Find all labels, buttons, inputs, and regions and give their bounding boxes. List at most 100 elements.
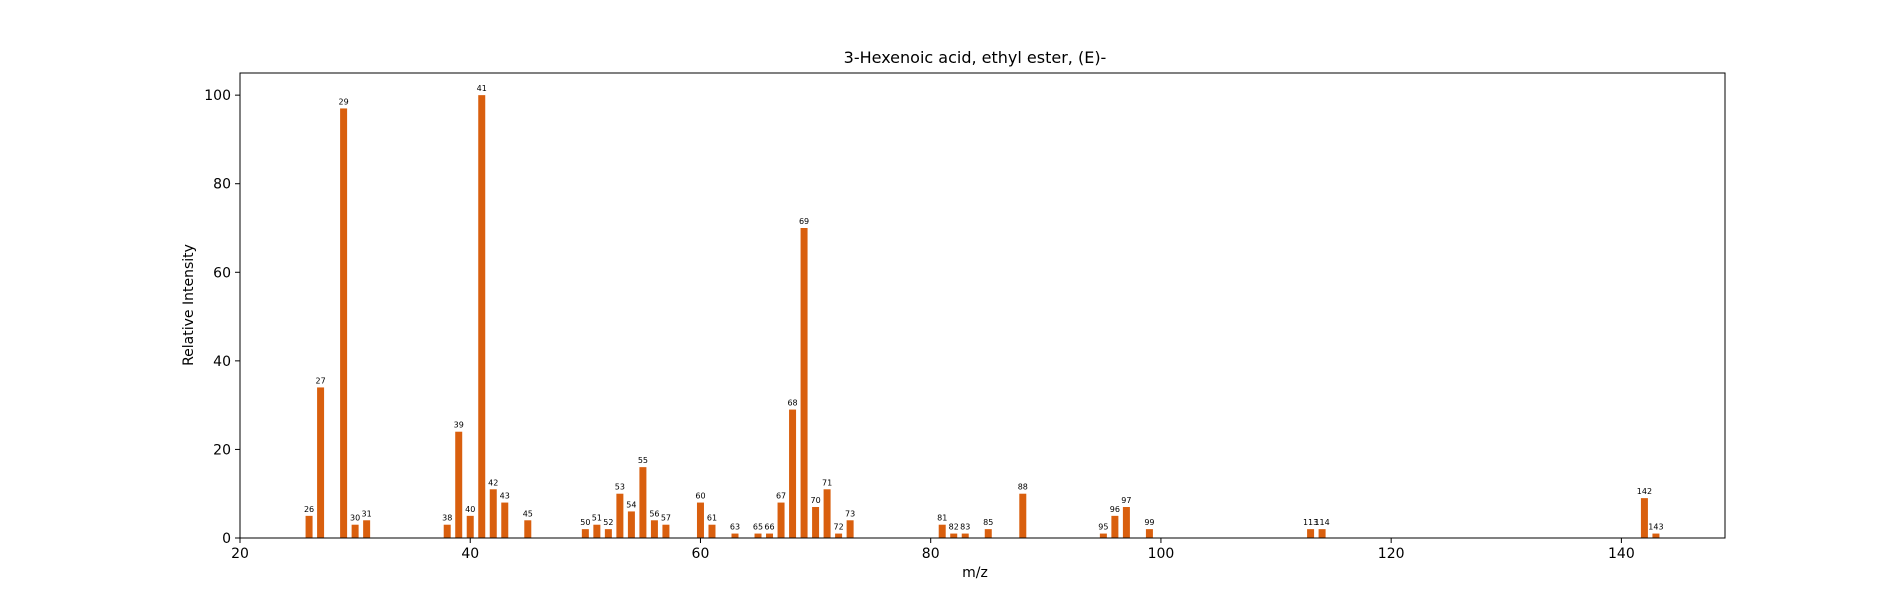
bar-mz-114 (1318, 529, 1326, 538)
y-tick-label: 100 (204, 88, 231, 104)
y-axis-ticks: 0 20 40 60 80 100 (204, 88, 240, 547)
bar-mz-55 (639, 467, 647, 538)
bar-label-mz-99: 99 (1144, 518, 1154, 527)
bar-label-mz-96: 96 (1110, 505, 1120, 514)
bar-mz-82 (950, 533, 958, 538)
x-axis-label: m/z (962, 565, 988, 581)
bar-label-mz-43: 43 (500, 492, 510, 501)
bar-mz-88 (1019, 493, 1027, 538)
bar-label-mz-57: 57 (661, 514, 671, 523)
bar-label-mz-54: 54 (626, 500, 636, 509)
bar-label-mz-83: 83 (960, 523, 970, 532)
bar-label-mz-70: 70 (810, 496, 820, 505)
bar-label-mz-42: 42 (488, 478, 498, 487)
bar-mz-142 (1640, 498, 1648, 538)
chart-title: 3-Hexenoic acid, ethyl ester, (E)- (844, 48, 1107, 67)
bar-mz-85 (984, 529, 992, 538)
y-tick-label: 40 (213, 354, 231, 370)
bar-mz-81 (938, 524, 946, 538)
bar-label-mz-66: 66 (764, 523, 774, 532)
bar-label-mz-31: 31 (362, 509, 372, 518)
bar-mz-113 (1307, 529, 1315, 538)
bar-mz-50 (581, 529, 589, 538)
bar-label-mz-85: 85 (983, 518, 993, 527)
bar-mz-29 (340, 108, 348, 539)
bar-mz-95 (1099, 533, 1107, 538)
bar-label-mz-40: 40 (465, 505, 475, 514)
bar-mz-66 (766, 533, 774, 538)
y-tick-label: 80 (213, 177, 231, 193)
bar-label-mz-68: 68 (787, 399, 797, 408)
bar-mz-30 (351, 524, 359, 538)
x-tick-label: 100 (1148, 546, 1175, 562)
bar-mz-31 (363, 520, 371, 538)
bar-label-mz-82: 82 (949, 523, 959, 532)
bar-label-mz-38: 38 (442, 514, 452, 523)
x-tick-label: 80 (922, 546, 940, 562)
bar-label-mz-81: 81 (937, 514, 947, 523)
x-tick-label: 40 (461, 546, 479, 562)
bar-mz-97 (1122, 507, 1130, 538)
bar-mz-52 (604, 529, 612, 538)
bar-label-mz-52: 52 (603, 518, 613, 527)
bar-label-mz-51: 51 (592, 514, 602, 523)
bar-mz-68 (789, 409, 797, 538)
bar-mz-51 (593, 524, 601, 538)
bar-label-mz-142: 142 (1637, 487, 1652, 496)
bar-mz-99 (1145, 529, 1153, 538)
bar-label-mz-30: 30 (350, 514, 360, 523)
bar-label-mz-73: 73 (845, 509, 855, 518)
bar-mz-42 (489, 489, 497, 538)
bar-mz-69 (800, 228, 808, 538)
bar-mz-73 (846, 520, 854, 538)
x-tick-label: 120 (1378, 546, 1405, 562)
bar-label-mz-72: 72 (834, 523, 844, 532)
bar-mz-61 (708, 524, 716, 538)
bar-label-mz-143: 143 (1648, 523, 1663, 532)
bar-label-mz-97: 97 (1121, 496, 1131, 505)
bar-label-mz-41: 41 (477, 84, 487, 93)
bar-mz-143 (1652, 533, 1660, 538)
plot-frame (239, 72, 1726, 539)
bar-label-mz-113: 113 (1303, 518, 1318, 527)
bar-label-mz-26: 26 (304, 505, 314, 514)
bar-label-mz-50: 50 (580, 518, 590, 527)
bar-label-mz-63: 63 (730, 523, 740, 532)
bar-label-mz-65: 65 (753, 523, 763, 532)
bar-label-mz-29: 29 (339, 97, 349, 106)
x-tick-label: 60 (692, 546, 710, 562)
bar-mz-38 (443, 524, 451, 538)
bar-mz-72 (835, 533, 843, 538)
bar-label-mz-71: 71 (822, 478, 832, 487)
y-tick-label: 60 (213, 265, 231, 281)
bar-mz-60 (696, 502, 704, 538)
bar-label-mz-55: 55 (638, 456, 648, 465)
bar-label-mz-45: 45 (523, 509, 533, 518)
bar-mz-26 (305, 515, 313, 538)
bar-mz-56 (650, 520, 658, 538)
bar-mz-41 (478, 95, 486, 538)
y-tick-label: 0 (222, 531, 231, 547)
bar-mz-40 (466, 515, 474, 538)
bar-mz-70 (812, 507, 820, 538)
bar-mz-83 (961, 533, 969, 538)
bar-mz-67 (777, 502, 785, 538)
x-axis-ticks: 20 40 60 80 100 120 140 (231, 538, 1635, 562)
bar-mz-63 (731, 533, 739, 538)
bars-layer (305, 95, 1660, 539)
bar-label-mz-69: 69 (799, 217, 809, 226)
bar-label-mz-95: 95 (1098, 523, 1108, 532)
bar-mz-27 (317, 387, 325, 538)
bar-mz-65 (754, 533, 762, 538)
bar-mz-39 (455, 431, 463, 538)
bar-mz-53 (616, 493, 624, 538)
bar-mz-96 (1111, 515, 1119, 538)
bar-label-mz-61: 61 (707, 514, 717, 523)
bar-mz-43 (501, 502, 509, 538)
y-tick-label: 20 (213, 442, 231, 458)
x-tick-label: 140 (1608, 546, 1635, 562)
bar-mz-45 (524, 520, 532, 538)
